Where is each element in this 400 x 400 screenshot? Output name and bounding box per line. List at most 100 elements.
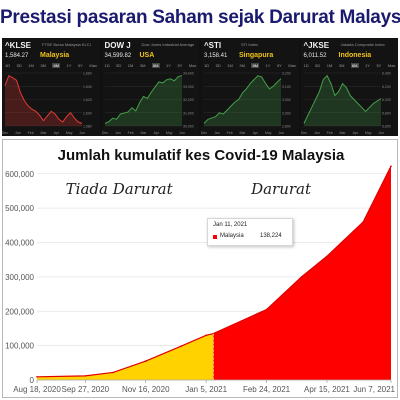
- ticker-chart: 1,660 1,640 1,620 1,600 1,580 Dec Jan Feb Mar Apr…: [2, 72, 92, 136]
- range-tab[interactable]: 1D: [303, 63, 309, 68]
- ticker-line: [203, 75, 282, 124]
- range-tab[interactable]: 5Y: [77, 63, 83, 68]
- ticker-area: [5, 75, 82, 126]
- ticker-name: STI Index: [241, 42, 259, 47]
- range-tab[interactable]: 3M: [338, 63, 345, 68]
- ticker-dow[interactable]: DOW J Dow Jones Industrial Average 34,59…: [101, 38, 199, 136]
- range-tab[interactable]: 6M: [251, 63, 259, 68]
- ticker-y-tick: 6,000: [382, 98, 391, 102]
- range-tab[interactable]: 1Y: [265, 63, 271, 68]
- ticker-range-tabs: 1D 5D 1M 3M 6M 1Y 5Y Max: [105, 63, 197, 68]
- ticker-jkse[interactable]: ^JKSE Jakarta Composite Index 6,011.52 I…: [300, 38, 398, 136]
- ticker-name: Jakarta Composite Index: [340, 42, 385, 47]
- ticker-x-tick: Dec: [102, 131, 108, 135]
- range-tab[interactable]: 1D: [204, 63, 210, 68]
- ticker-x-tick: Feb: [127, 131, 133, 135]
- range-tab[interactable]: 1Y: [66, 63, 72, 68]
- range-tab[interactable]: 1D: [5, 63, 11, 68]
- ticker-x-tick: Mar: [239, 131, 246, 135]
- y-tick-label: 0: [30, 376, 35, 385]
- ticker-x-tick: Feb: [28, 131, 34, 135]
- range-tab[interactable]: 5D: [315, 63, 321, 68]
- ticker-x-tick: Jun: [79, 131, 85, 135]
- data-point: [300, 276, 303, 278]
- ticker-range-tabs: 1D 5D 1M 3M 6M 1Y 5Y Max: [5, 63, 97, 68]
- range-tab[interactable]: 5D: [16, 63, 22, 68]
- data-point: [205, 334, 207, 337]
- x-tick-label: Jun 7, 2021: [353, 385, 395, 394]
- range-tab[interactable]: Max: [188, 63, 197, 68]
- range-tab[interactable]: 1D: [104, 63, 110, 68]
- ticker-x-tick: May: [265, 131, 272, 135]
- data-point: [179, 345, 182, 348]
- ticker-x-tick: Jun: [378, 131, 384, 135]
- ticker-x-tick: Apr: [54, 131, 60, 135]
- ticker-country: Indonesia: [338, 52, 372, 59]
- range-tab[interactable]: 1M: [227, 63, 233, 68]
- ticker-x-tick: Dec: [201, 131, 207, 135]
- range-tab[interactable]: 6M: [350, 63, 359, 68]
- ticker-area: [303, 75, 381, 126]
- range-tab[interactable]: 1M: [28, 63, 34, 68]
- ticker-y-tick: 33,000: [183, 85, 194, 89]
- ticker-price: 6,011.52: [303, 53, 327, 59]
- x-tick-label: Aug 18, 2020: [13, 385, 61, 394]
- ticker-y-tick: 32,000: [183, 98, 194, 102]
- chart-title: Jumlah kumulatif kes Covid-19 Malaysia: [57, 147, 345, 164]
- ticker-y-tick: 5,600: [382, 125, 391, 129]
- annotation-no-emergency: Tiada Darurat: [66, 180, 174, 198]
- range-tab[interactable]: 1Y: [365, 63, 370, 68]
- x-tick-label: Apr 15, 2021: [304, 385, 350, 394]
- ticker-y-tick: 3,100: [282, 85, 291, 89]
- range-tab[interactable]: 3M: [40, 63, 46, 68]
- range-tab[interactable]: Max: [387, 63, 396, 68]
- ticker-x-tick: Jan: [214, 131, 220, 135]
- area-emergency: [213, 166, 391, 380]
- range-tab[interactable]: 1Y: [166, 63, 171, 68]
- ticker-x-tick: Mar: [339, 131, 346, 135]
- data-point: [84, 375, 87, 377]
- page-title: Prestasi pasaran Saham sejak Darurat Mal…: [0, 7, 400, 28]
- data-point: [326, 255, 328, 258]
- covid-chart: 0 100,000 200,000 300,000 400,000 500,000 600,…: [5, 165, 396, 394]
- data-point: [390, 165, 392, 167]
- range-tab[interactable]: 6M: [151, 63, 160, 68]
- ticker-area: [204, 75, 281, 126]
- range-tab[interactable]: 3M: [239, 63, 245, 68]
- range-tab[interactable]: 5Y: [177, 63, 183, 68]
- y-tick-label: 100,000: [5, 342, 34, 351]
- x-tick-label: Feb 24, 2021: [243, 385, 291, 394]
- ticker-y-tick: 31,000: [183, 111, 194, 115]
- ticker-y-tick: 1,580: [83, 125, 92, 129]
- range-tab[interactable]: 6M: [52, 63, 60, 68]
- tooltip-date: Jan 11, 2021: [213, 222, 248, 228]
- ticker-sti[interactable]: ^STI STI Index 3,158.41 Singapura 1D 5D 1M…: [201, 38, 299, 136]
- range-tab[interactable]: 1M: [127, 63, 134, 68]
- ticker-x-tick: Jan: [15, 131, 21, 135]
- ticker-y-tick: 1,620: [83, 98, 92, 102]
- ticker-chart: 34,000 33,000 32,000 31,000 30,000 Dec Jan Feb M…: [102, 72, 194, 136]
- range-tab[interactable]: 5Y: [276, 63, 282, 68]
- range-tab[interactable]: 5Y: [376, 63, 382, 68]
- ticker-klse[interactable]: ^KLSE FTSE Bursa Malaysia KLCI 1,584.27 …: [2, 38, 100, 136]
- ticker-range-tabs: 1D 5D 1M 3M 6M 1Y 5Y Max: [204, 63, 296, 68]
- ticker-x-tick: Feb: [326, 131, 332, 135]
- ticker-country: Malaysia: [40, 52, 70, 59]
- ticker-x-tick: Apr: [253, 131, 259, 135]
- range-tab[interactable]: 3M: [139, 63, 146, 68]
- range-tab[interactable]: 5D: [116, 63, 122, 68]
- tooltip-value: 138,224: [260, 233, 282, 239]
- range-tab[interactable]: Max: [89, 63, 97, 68]
- ticker-x-tick: Jan: [314, 131, 320, 135]
- ticker-y-tick: 2,800: [282, 125, 291, 129]
- ticker-chart: 3,200 3,100 3,000 2,900 2,800 Dec Jan Feb Mar Apr…: [201, 72, 291, 136]
- range-tab[interactable]: 1M: [326, 63, 333, 68]
- range-tab[interactable]: 5D: [215, 63, 221, 68]
- y-tick-label: 400,000: [5, 239, 34, 248]
- ticker-y-tick: 5,800: [382, 111, 391, 115]
- x-tick-label: Jan 5, 2021: [185, 385, 227, 394]
- ticker-line: [104, 75, 182, 124]
- tooltip-swatch: [213, 235, 217, 239]
- y-tick-label: 600,000: [5, 170, 34, 179]
- range-tab[interactable]: Max: [288, 63, 296, 68]
